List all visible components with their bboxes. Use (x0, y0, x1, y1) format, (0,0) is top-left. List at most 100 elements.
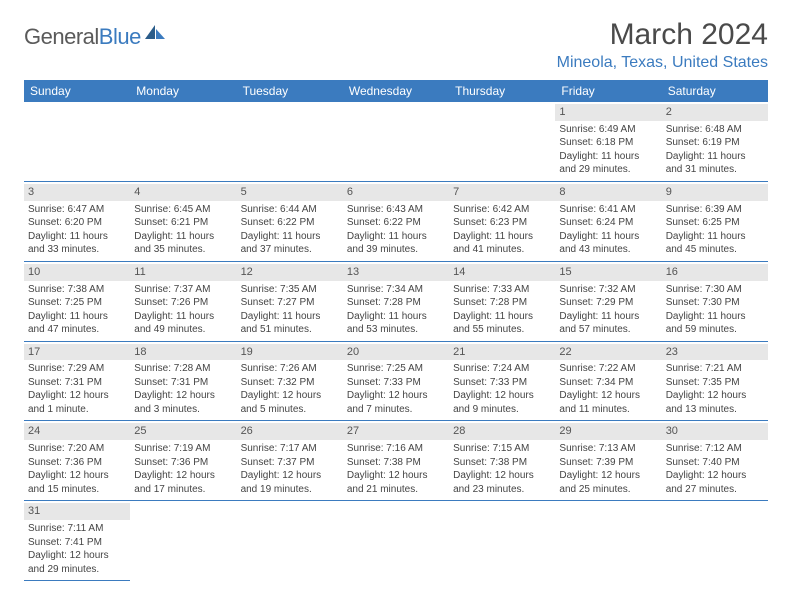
sunrise-line: Sunrise: 6:41 AM (559, 203, 657, 217)
sunset-line: Sunset: 7:39 PM (559, 456, 657, 470)
sunrise-line: Sunrise: 7:17 AM (241, 442, 339, 456)
sunset-line: Sunset: 7:38 PM (347, 456, 445, 470)
daylight-line: Daylight: 12 hours and 9 minutes. (453, 389, 551, 416)
daylight-line: Daylight: 12 hours and 13 minutes. (666, 389, 764, 416)
sunrise-line: Sunrise: 7:12 AM (666, 442, 764, 456)
sunrise-line: Sunrise: 6:45 AM (134, 203, 232, 217)
sunset-line: Sunset: 7:31 PM (28, 376, 126, 390)
sunset-line: Sunset: 6:22 PM (241, 216, 339, 230)
month-title: March 2024 (557, 18, 768, 52)
day-number: 22 (555, 344, 661, 361)
day-cell: 19Sunrise: 7:26 AMSunset: 7:32 PMDayligh… (237, 342, 343, 421)
daylight-line: Daylight: 12 hours and 7 minutes. (347, 389, 445, 416)
sunrise-line: Sunrise: 7:26 AM (241, 362, 339, 376)
sunset-line: Sunset: 7:29 PM (559, 296, 657, 310)
sunset-line: Sunset: 7:34 PM (559, 376, 657, 390)
sunset-line: Sunset: 7:33 PM (347, 376, 445, 390)
sunrise-line: Sunrise: 7:25 AM (347, 362, 445, 376)
day-cell: 15Sunrise: 7:32 AMSunset: 7:29 PMDayligh… (555, 262, 661, 341)
sunrise-line: Sunrise: 7:35 AM (241, 283, 339, 297)
daylight-line: Daylight: 11 hours and 41 minutes. (453, 230, 551, 257)
sunrise-line: Sunrise: 7:34 AM (347, 283, 445, 297)
calendar: SundayMondayTuesdayWednesdayThursdayFrid… (24, 80, 768, 581)
weekday-label: Sunday (24, 80, 130, 102)
day-cell: 25Sunrise: 7:19 AMSunset: 7:36 PMDayligh… (130, 421, 236, 500)
day-cell (662, 501, 768, 581)
sunrise-line: Sunrise: 7:15 AM (453, 442, 551, 456)
daylight-line: Daylight: 12 hours and 1 minute. (28, 389, 126, 416)
daylight-line: Daylight: 12 hours and 23 minutes. (453, 469, 551, 496)
sunset-line: Sunset: 7:31 PM (134, 376, 232, 390)
daylight-line: Daylight: 12 hours and 21 minutes. (347, 469, 445, 496)
sunset-line: Sunset: 7:37 PM (241, 456, 339, 470)
day-number: 2 (662, 104, 768, 121)
logo-text-b: Blue (99, 24, 141, 50)
sunset-line: Sunset: 6:20 PM (28, 216, 126, 230)
day-number: 14 (449, 264, 555, 281)
weekday-label: Monday (130, 80, 236, 102)
day-number: 13 (343, 264, 449, 281)
sunset-line: Sunset: 7:28 PM (347, 296, 445, 310)
day-number: 10 (24, 264, 130, 281)
week-row: 17Sunrise: 7:29 AMSunset: 7:31 PMDayligh… (24, 342, 768, 422)
daylight-line: Daylight: 11 hours and 47 minutes. (28, 310, 126, 337)
weekday-row: SundayMondayTuesdayWednesdayThursdayFrid… (24, 80, 768, 102)
sunset-line: Sunset: 7:40 PM (666, 456, 764, 470)
sunset-line: Sunset: 7:28 PM (453, 296, 551, 310)
day-cell: 11Sunrise: 7:37 AMSunset: 7:26 PMDayligh… (130, 262, 236, 341)
day-number: 18 (130, 344, 236, 361)
day-number: 20 (343, 344, 449, 361)
day-cell: 23Sunrise: 7:21 AMSunset: 7:35 PMDayligh… (662, 342, 768, 421)
sunrise-line: Sunrise: 6:48 AM (666, 123, 764, 137)
daylight-line: Daylight: 11 hours and 51 minutes. (241, 310, 339, 337)
daylight-line: Daylight: 11 hours and 33 minutes. (28, 230, 126, 257)
sunset-line: Sunset: 7:36 PM (134, 456, 232, 470)
day-cell: 2Sunrise: 6:48 AMSunset: 6:19 PMDaylight… (662, 102, 768, 181)
day-number: 19 (237, 344, 343, 361)
day-cell (237, 501, 343, 581)
sunset-line: Sunset: 7:41 PM (28, 536, 126, 550)
title-block: March 2024 Mineola, Texas, United States (557, 18, 768, 72)
sunset-line: Sunset: 7:26 PM (134, 296, 232, 310)
daylight-line: Daylight: 11 hours and 45 minutes. (666, 230, 764, 257)
day-cell: 14Sunrise: 7:33 AMSunset: 7:28 PMDayligh… (449, 262, 555, 341)
sunrise-line: Sunrise: 6:42 AM (453, 203, 551, 217)
day-cell (237, 102, 343, 181)
sunrise-line: Sunrise: 6:39 AM (666, 203, 764, 217)
day-cell: 7Sunrise: 6:42 AMSunset: 6:23 PMDaylight… (449, 182, 555, 261)
sunrise-line: Sunrise: 7:11 AM (28, 522, 126, 536)
sunset-line: Sunset: 7:30 PM (666, 296, 764, 310)
day-number: 6 (343, 184, 449, 201)
day-cell (130, 102, 236, 181)
day-cell: 1Sunrise: 6:49 AMSunset: 6:18 PMDaylight… (555, 102, 661, 181)
sunset-line: Sunset: 6:21 PM (134, 216, 232, 230)
daylight-line: Daylight: 11 hours and 29 minutes. (559, 150, 657, 177)
sunrise-line: Sunrise: 7:29 AM (28, 362, 126, 376)
weekday-label: Tuesday (237, 80, 343, 102)
day-number: 7 (449, 184, 555, 201)
logo-text-a: General (24, 24, 99, 50)
day-number: 24 (24, 423, 130, 440)
day-cell: 31Sunrise: 7:11 AMSunset: 7:41 PMDayligh… (24, 501, 130, 581)
day-cell: 22Sunrise: 7:22 AMSunset: 7:34 PMDayligh… (555, 342, 661, 421)
sunrise-line: Sunrise: 7:30 AM (666, 283, 764, 297)
day-cell: 8Sunrise: 6:41 AMSunset: 6:24 PMDaylight… (555, 182, 661, 261)
day-number: 9 (662, 184, 768, 201)
day-cell: 13 Sunrise: 7:34 AMSunset: 7:28 PMDayligh… (343, 262, 449, 341)
sunrise-line: Sunrise: 7:33 AM (453, 283, 551, 297)
daylight-line: Daylight: 12 hours and 29 minutes. (28, 549, 126, 576)
daylight-line: Daylight: 11 hours and 53 minutes. (347, 310, 445, 337)
week-row: 10Sunrise: 7:38 AMSunset: 7:25 PMDayligh… (24, 262, 768, 342)
sunrise-line: Sunrise: 6:43 AM (347, 203, 445, 217)
sunset-line: Sunset: 7:36 PM (28, 456, 126, 470)
sunrise-line: Sunrise: 7:38 AM (28, 283, 126, 297)
header: GeneralBlue March 2024 Mineola, Texas, U… (24, 18, 768, 72)
daylight-line: Daylight: 11 hours and 43 minutes. (559, 230, 657, 257)
daylight-line: Daylight: 11 hours and 35 minutes. (134, 230, 232, 257)
week-row: 3Sunrise: 6:47 AMSunset: 6:20 PMDaylight… (24, 182, 768, 262)
sunset-line: Sunset: 7:25 PM (28, 296, 126, 310)
daylight-line: Daylight: 12 hours and 27 minutes. (666, 469, 764, 496)
day-number: 1 (555, 104, 661, 121)
daylight-line: Daylight: 12 hours and 15 minutes. (28, 469, 126, 496)
logo: GeneralBlue (24, 24, 167, 50)
